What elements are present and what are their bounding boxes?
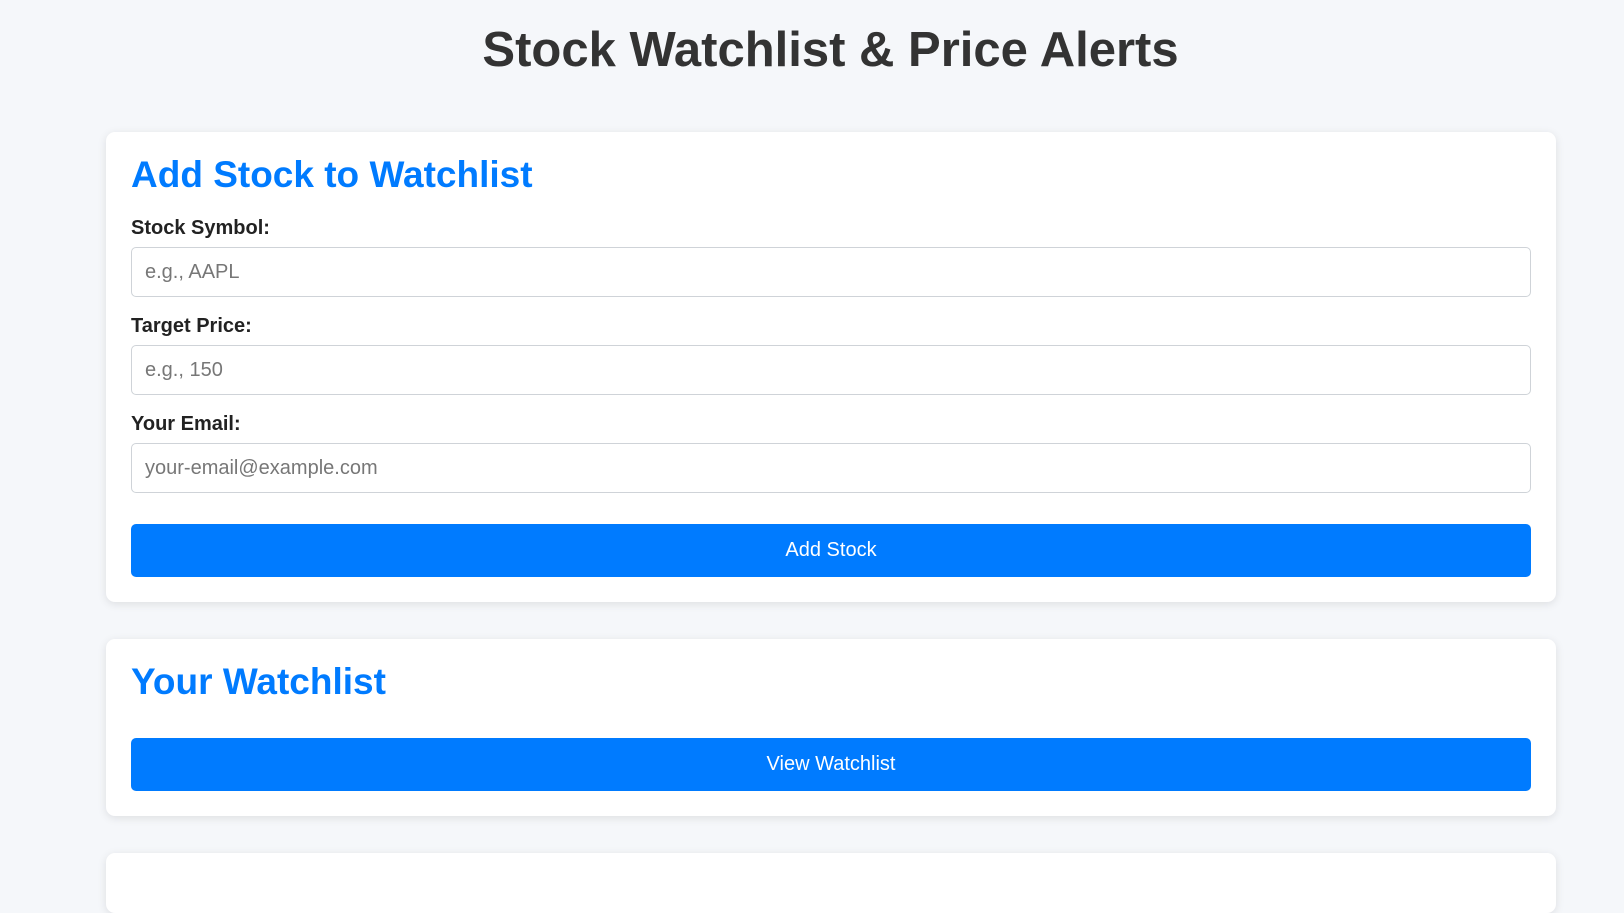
watchlist-card: Your Watchlist View Watchlist — [106, 639, 1556, 816]
stock-symbol-input[interactable] — [131, 247, 1531, 297]
page-title: Stock Watchlist & Price Alerts — [482, 23, 1179, 77]
next-card — [106, 853, 1556, 913]
email-label: Your Email: — [131, 413, 241, 435]
watchlist-heading: Your Watchlist — [131, 661, 386, 702]
view-watchlist-button[interactable]: View Watchlist — [131, 738, 1531, 791]
email-input[interactable] — [131, 443, 1531, 493]
add-stock-button[interactable]: Add Stock — [131, 524, 1531, 577]
add-stock-card: Add Stock to Watchlist Stock Symbol: Tar… — [106, 132, 1556, 602]
target-price-label: Target Price: — [131, 315, 252, 337]
stock-symbol-label: Stock Symbol: — [131, 217, 270, 239]
add-stock-heading: Add Stock to Watchlist — [131, 154, 533, 195]
target-price-input[interactable] — [131, 345, 1531, 395]
